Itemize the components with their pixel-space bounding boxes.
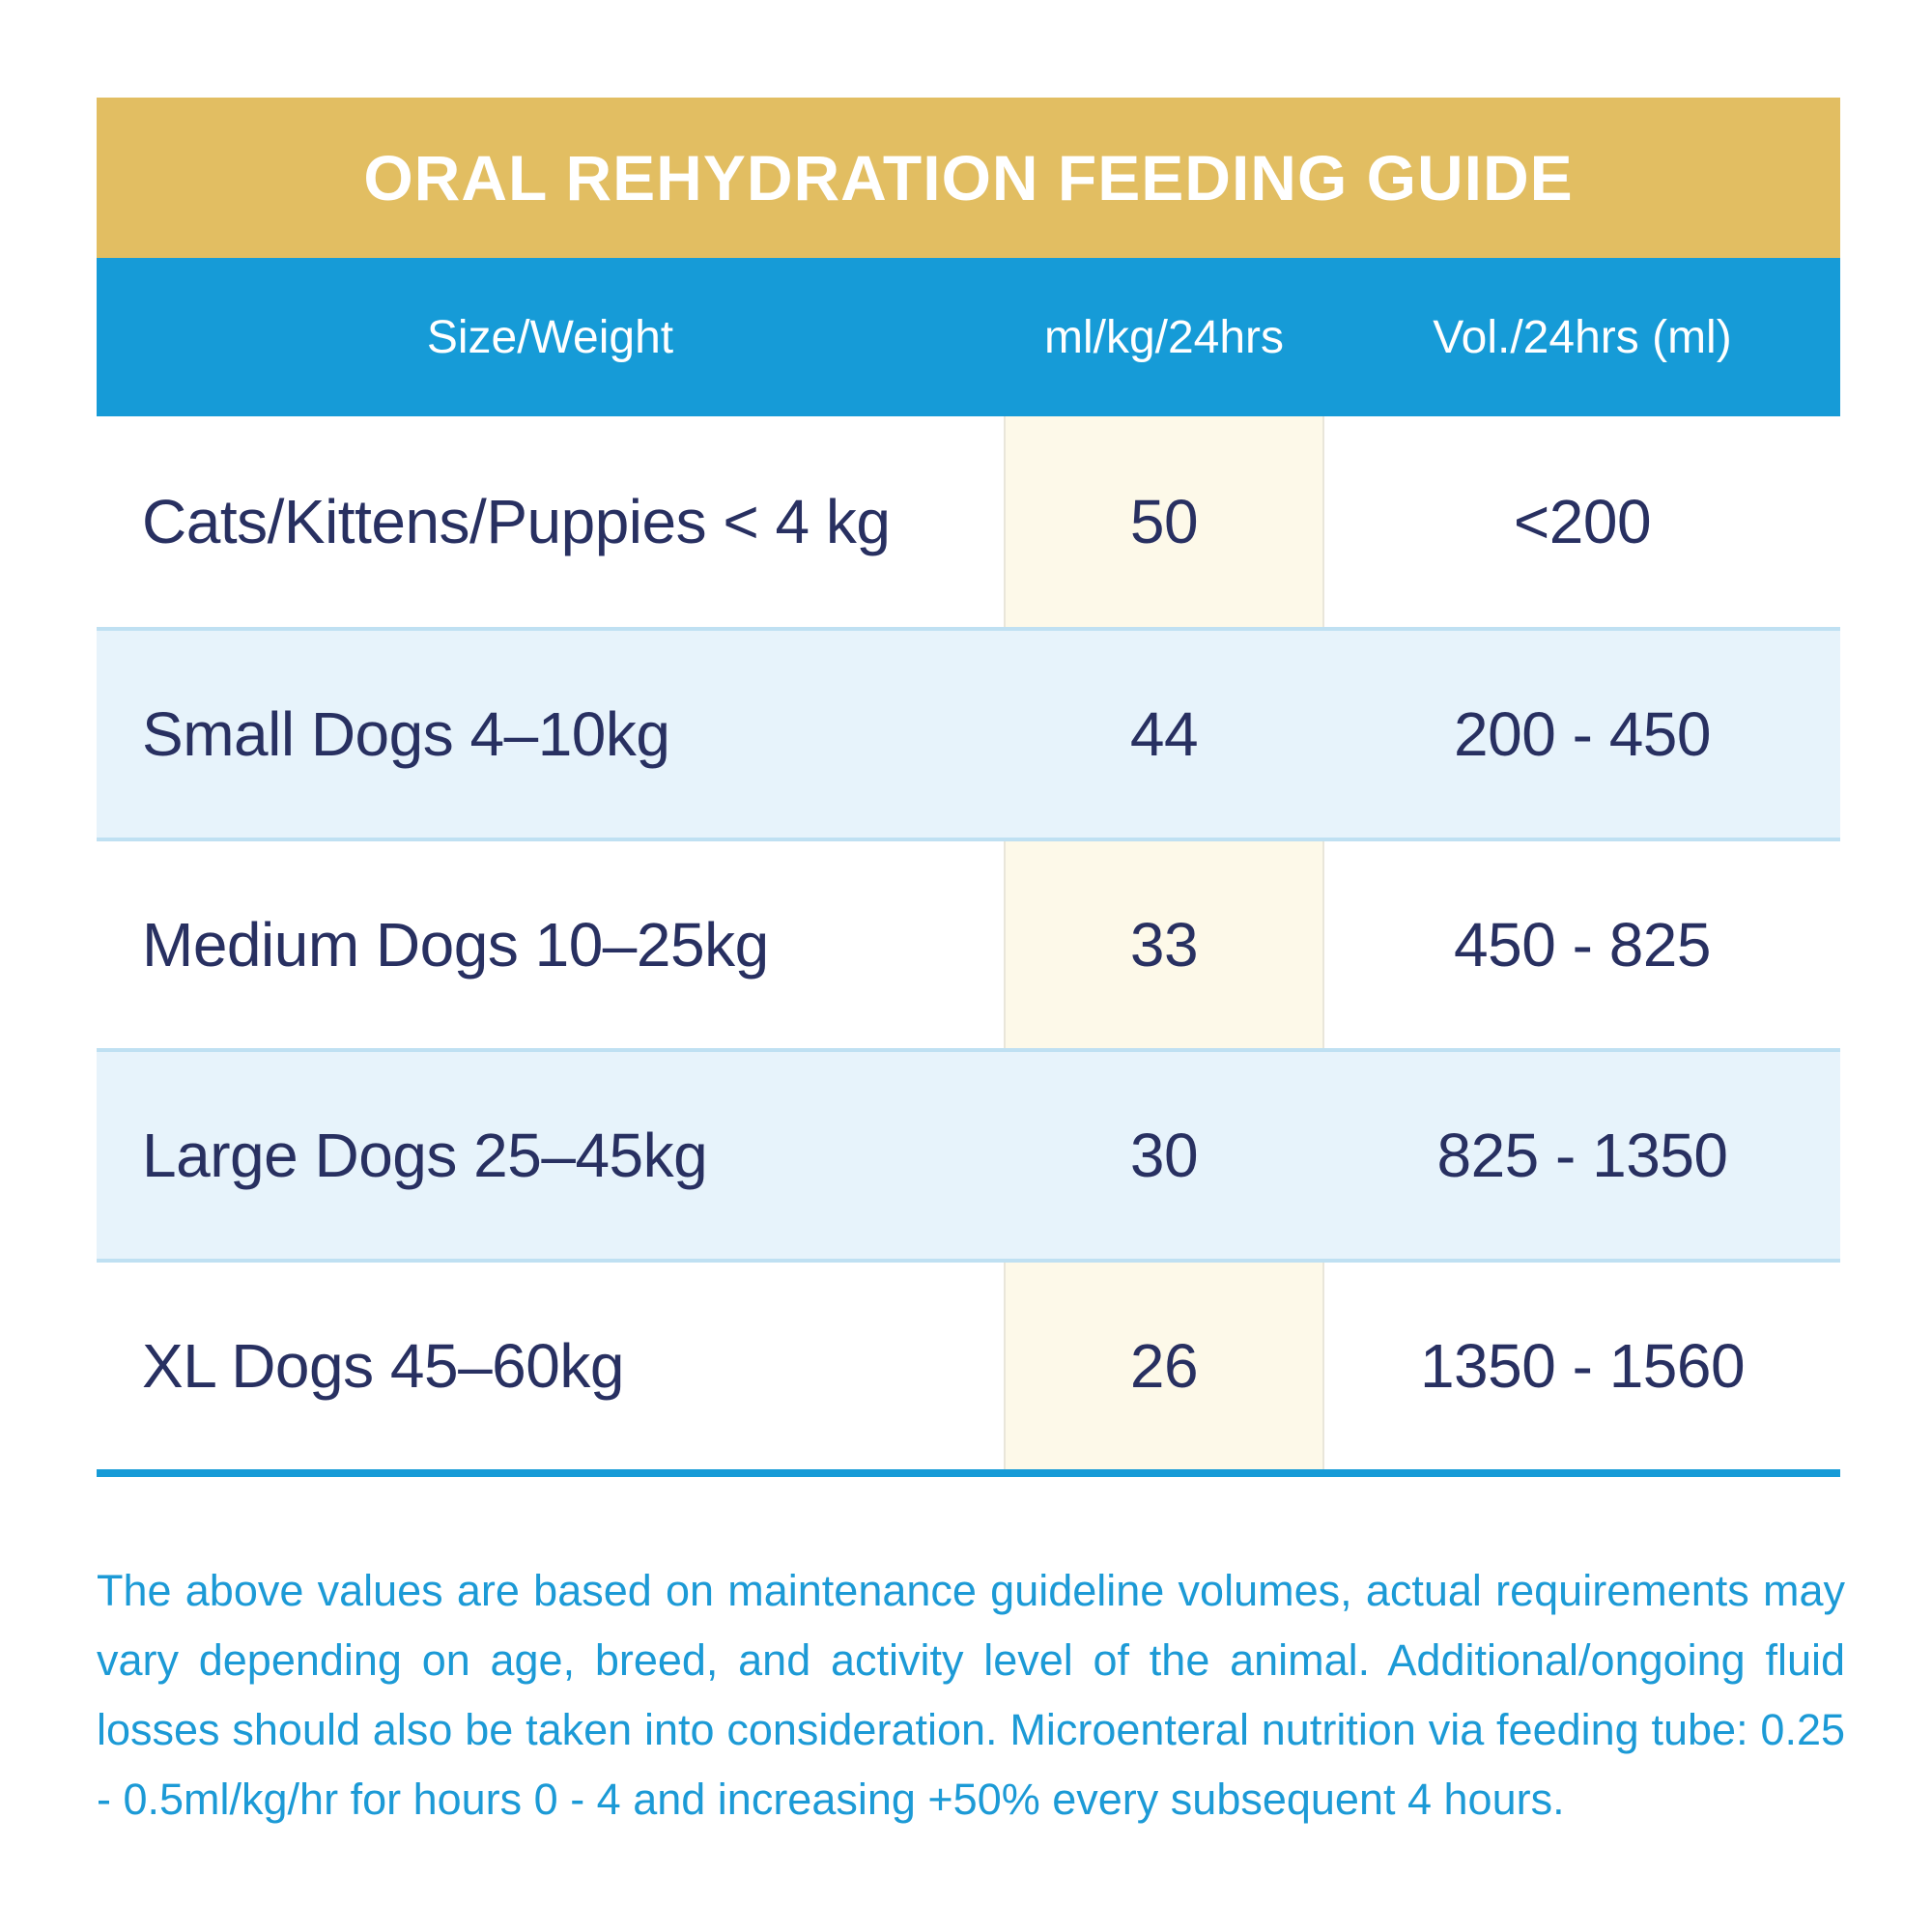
row-label: Small Dogs 4–10kg bbox=[142, 699, 670, 769]
row-ml-kg-value: 50 bbox=[1129, 487, 1199, 556]
table-row-cats-kittens-puppies: Cats/Kittens/Puppies < 4 kg 50 <200 bbox=[97, 416, 1840, 627]
row-ml-kg-value: 44 bbox=[1129, 699, 1199, 769]
row-ml-kg-value: 26 bbox=[1129, 1331, 1199, 1401]
ml-kg-column-highlight bbox=[1004, 416, 1324, 1469]
feeding-guide-infographic: ORAL REHYDRATION FEEDING GUIDE Size/Weig… bbox=[97, 0, 1845, 1834]
table-body: Cats/Kittens/Puppies < 4 kg 50 <200 Smal… bbox=[97, 416, 1840, 1477]
row-ml-kg-value: 33 bbox=[1129, 910, 1199, 980]
row-vol-value: 200 - 450 bbox=[1454, 699, 1711, 769]
column-header-size-weight: Size/Weight bbox=[426, 311, 674, 363]
row-ml-kg-value: 30 bbox=[1129, 1121, 1199, 1190]
table-header-row: Size/Weight ml/kg/24hrs Vol./24hrs (ml) bbox=[97, 258, 1840, 416]
column-header-ml-kg-24hrs: ml/kg/24hrs bbox=[1043, 311, 1285, 363]
row-label: Large Dogs 25–45kg bbox=[142, 1121, 708, 1190]
row-label: Cats/Kittens/Puppies < 4 kg bbox=[142, 487, 891, 556]
guide-title-band: ORAL REHYDRATION FEEDING GUIDE bbox=[97, 98, 1840, 258]
footnote-text: The above values are based on maintenanc… bbox=[97, 1566, 1845, 1824]
row-label: Medium Dogs 10–25kg bbox=[142, 910, 769, 980]
row-vol-value: 825 - 1350 bbox=[1436, 1121, 1728, 1190]
table-row-large-dogs: Large Dogs 25–45kg 30 825 - 1350 bbox=[97, 1048, 1840, 1259]
row-vol-value: <200 bbox=[1513, 487, 1652, 556]
guide-title: ORAL REHYDRATION FEEDING GUIDE bbox=[363, 142, 1574, 213]
table-row-xl-dogs: XL Dogs 45–60kg 26 1350 - 1560 bbox=[97, 1259, 1840, 1469]
row-vol-value: 1350 - 1560 bbox=[1419, 1331, 1746, 1401]
row-vol-value: 450 - 825 bbox=[1454, 910, 1711, 980]
table-row-small-dogs: Small Dogs 4–10kg 44 200 - 450 bbox=[97, 627, 1840, 838]
row-label: XL Dogs 45–60kg bbox=[142, 1331, 624, 1401]
column-header-vol-24hrs: Vol./24hrs (ml) bbox=[1433, 311, 1732, 363]
table-row-medium-dogs: Medium Dogs 10–25kg 33 450 - 825 bbox=[97, 838, 1840, 1048]
